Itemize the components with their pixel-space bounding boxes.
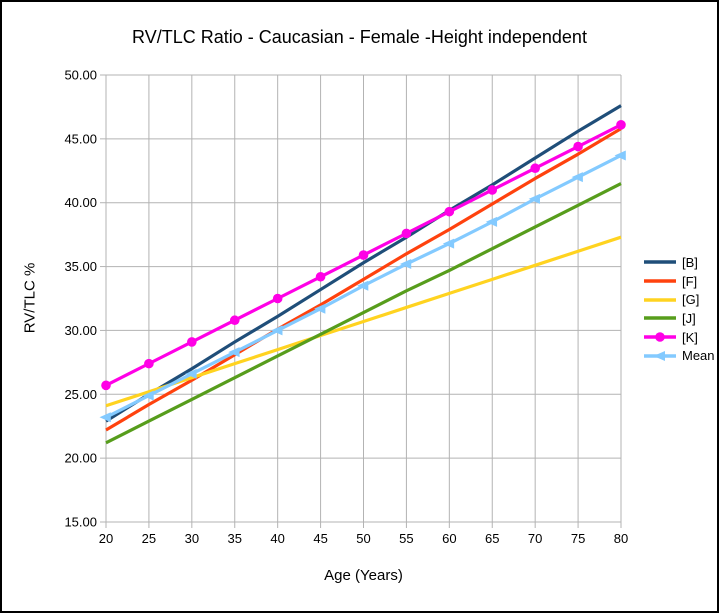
data-point-marker xyxy=(616,120,626,130)
legend-swatch-line xyxy=(644,316,676,321)
legend-label: [J] xyxy=(682,310,696,326)
data-point-marker xyxy=(528,193,540,204)
data-point-marker xyxy=(357,280,369,291)
data-point-marker xyxy=(99,412,111,423)
legend-label: Mean xyxy=(682,348,715,364)
y-tick-label: 35.00 xyxy=(64,259,97,274)
x-tick-label: 75 xyxy=(571,531,585,546)
legend-item-g: [G] xyxy=(643,290,715,309)
y-tick-label: 25.00 xyxy=(64,387,97,402)
legend-swatch-line xyxy=(644,332,676,342)
data-point-marker xyxy=(573,141,583,152)
data-point-marker xyxy=(444,206,455,217)
y-tick-label: 20.00 xyxy=(64,451,97,466)
series-line-f xyxy=(105,127,622,432)
legend-label: [F] xyxy=(682,273,698,289)
x-tick-label: 70 xyxy=(528,531,542,546)
series-line-j xyxy=(105,182,622,445)
data-point-marker xyxy=(614,150,626,161)
x-tick-label: 55 xyxy=(399,531,413,546)
x-tick-label: 20 xyxy=(99,531,113,546)
series-line-b xyxy=(105,104,622,423)
legend-label: [B] xyxy=(682,254,698,270)
x-axis-title: Age (Years) xyxy=(324,567,403,584)
legend-item-j: [J] xyxy=(643,309,715,328)
chart-title: RV/TLC Ratio - Caucasian - Female -Heigh… xyxy=(132,27,587,47)
legend-item-k: [K] xyxy=(643,328,715,347)
legend-swatch-line xyxy=(644,350,676,361)
x-tick-label: 60 xyxy=(442,531,456,546)
data-point-marker xyxy=(487,185,498,195)
legend: [B] [F] [G] [J] [K] Mean xyxy=(643,253,715,365)
data-point-marker xyxy=(272,293,283,304)
x-tick-label: 35 xyxy=(228,531,242,546)
data-point-marker xyxy=(485,216,498,227)
data-point-marker xyxy=(229,315,240,326)
data-point-marker xyxy=(315,271,326,282)
data-point-marker xyxy=(314,303,326,314)
series-line-g xyxy=(105,235,622,408)
legend-item-f: [F] xyxy=(643,272,715,291)
data-point-marker xyxy=(185,368,197,379)
data-point-marker xyxy=(271,325,283,336)
data-point-marker xyxy=(530,163,540,174)
x-tick-label: 25 xyxy=(142,531,156,546)
data-point-marker xyxy=(401,228,412,239)
y-tick-label: 45.00 xyxy=(64,131,97,146)
x-tick-label: 30 xyxy=(185,531,199,546)
x-tick-label: 50 xyxy=(356,531,370,546)
data-point-marker xyxy=(442,238,455,249)
x-tick-label: 65 xyxy=(485,531,499,546)
data-point-marker xyxy=(228,347,240,358)
data-point-marker xyxy=(144,358,154,369)
legend-label: [G] xyxy=(682,292,700,308)
legend-marker-circle xyxy=(655,332,665,342)
legend-marker-triangle-left xyxy=(653,350,665,361)
legend-item-mean: Mean xyxy=(643,346,715,365)
legend-label: [K] xyxy=(682,329,698,345)
x-tick-label: 40 xyxy=(270,531,284,546)
x-tick-label: 80 xyxy=(614,531,628,546)
legend-swatch-line xyxy=(644,279,676,283)
legend-swatch-line xyxy=(644,297,676,302)
data-point-marker xyxy=(187,337,197,347)
legend-item-b: [B] xyxy=(643,253,715,272)
y-tick-label: 30.00 xyxy=(64,323,97,338)
data-point-marker xyxy=(358,250,369,260)
y-tick-label: 50.00 xyxy=(64,68,97,83)
data-point-marker xyxy=(399,259,412,270)
y-tick-label: 40.00 xyxy=(64,195,97,210)
y-tick-label: 15.00 xyxy=(64,515,97,530)
legend-swatch-line xyxy=(644,260,676,265)
x-tick-label: 45 xyxy=(313,531,327,546)
data-point-marker xyxy=(142,390,154,401)
data-point-marker xyxy=(571,172,583,183)
data-point-marker xyxy=(101,380,111,391)
